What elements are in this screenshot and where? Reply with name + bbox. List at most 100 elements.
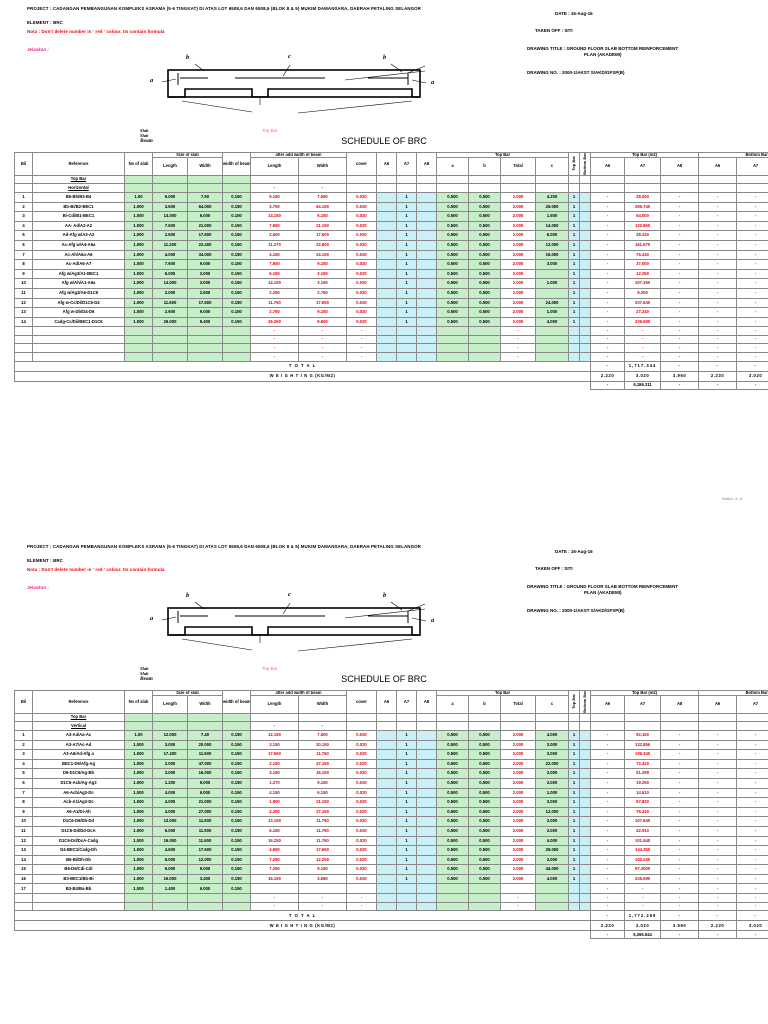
cell-tb-a6: - xyxy=(590,739,626,751)
table-row[interactable]: 10 Afg w/Ah/A1-A6a 1.000 14.000 3.000 0.150 14… xyxy=(14,278,768,289)
cell-cover: 0.020 xyxy=(346,287,378,299)
table-row[interactable]: 2 Bb-Bi/B2-BEC1 1.000 3.600 64.000 0.150 3.750… xyxy=(14,201,768,213)
table-row-empty[interactable]: ---------- xyxy=(14,901,768,912)
table-row[interactable]: 1 B6-Bb/B3-B4 1.00 6.000 7.50 0.150 6.150 7.650… xyxy=(14,191,768,203)
table-row[interactable]: 8 Acb-A1/Ag3-Dc 1.000 4.000 21.000 0.150 1.900… xyxy=(14,797,768,808)
cell-top-bar-flag: 1 xyxy=(568,287,581,299)
cell-width-of-beam: 0.150 xyxy=(222,316,251,328)
table-row[interactable]: 8 Ac-Ad/A6-A7 1.000 7.600 9.000 0.150 7.600 9.1… xyxy=(14,259,768,270)
cell-after-length: 2.250 xyxy=(250,287,299,299)
table-row[interactable]: 1 A3-A4/Aa-Ac 1.00 12.000 7.40 0.150 12.150 7.6… xyxy=(14,729,768,741)
table-row[interactable]: 14 B6-Bi/Dh-Db 1.000 6.000 12.000 0.150 7.250 1… xyxy=(14,854,768,866)
cell-width: 9.000 xyxy=(187,307,223,318)
table-row[interactable]: 12 D1C6-Dd/DcA-Cadg 1.000 16.000 11.600 0.150… xyxy=(14,835,768,847)
table-row[interactable]: 9 A6-A1/Di-Ah 1.000 4.000 27.000 0.150 4.200 27… xyxy=(14,806,768,818)
orient-pad-5 xyxy=(222,721,251,731)
cell-tb-a6: - xyxy=(590,230,626,241)
table-row[interactable]: 10 D1C6-D6/Db-Dd 1.000 13.000 11.600 0.150 13.… xyxy=(14,816,768,827)
cell-total: 2.000 xyxy=(500,729,537,741)
cell-bb-a6: - xyxy=(698,883,738,895)
empty-cell-8: - xyxy=(346,334,378,345)
cell-total: 2.000 xyxy=(500,287,537,299)
table-row[interactable]: 5 Ad-Afg w/A3-A2 1.000 2.600 17.600 0.150 2.60… xyxy=(14,230,768,241)
cell-top-bar-flag: 1 xyxy=(568,777,581,789)
table-row[interactable]: 9 Afg w/Ag3/A1-BEC1 1.000 6.000 3.000 0.150 6.… xyxy=(14,268,768,280)
th-no-of-slab: No of slab xyxy=(124,152,153,176)
cell-after-width: 11.760 xyxy=(297,816,348,827)
table-row[interactable]: 6 D1C6-Acb/Ag-Ag3 1.000 1.200 9.000 0.150 1.27… xyxy=(14,777,768,789)
cell-after-length: 14.150 xyxy=(250,278,299,289)
cell-a6 xyxy=(376,297,398,309)
cell-no-of-slab: 1.000 xyxy=(124,287,153,299)
cell-after-length: 16.150 xyxy=(250,873,299,885)
table-row[interactable]: 12 Afg w-Cc/Di/D1C6-D4 1.000 11.600 17.500 0.… xyxy=(14,297,768,309)
cell-bottom-bar-flag xyxy=(579,854,592,866)
cell-a8 xyxy=(416,316,438,328)
diagram-label-b-left-2: b xyxy=(186,592,190,599)
table-row[interactable]: 16 B3-BEC1/Bb-Bi 1.000 16.000 3.400 0.150 16.1… xyxy=(14,873,768,885)
cell-length: 2.000 xyxy=(152,758,188,770)
cell-bb-a7: - xyxy=(736,845,768,856)
table-row[interactable]: 4 AA- Ad/A2-A2 1.000 7.600 21.000 0.150 7.650 2… xyxy=(14,220,768,232)
cell-cover: 0.020 xyxy=(346,729,378,741)
cell-tb-a8: - xyxy=(660,287,700,299)
cell-after-width: 9.150 xyxy=(297,864,348,875)
cell-tb-a7: 57.820 xyxy=(624,797,662,808)
cell-reference: A3-A4/Aa-Ac xyxy=(32,729,125,741)
table-row[interactable]: 4 BEC1-D6/Afg-Ag 1.000 2.000 47.000 0.150 2.15… xyxy=(14,758,768,770)
table-row[interactable]: 3 Bi-Cdi/B1-BEC1 1.000 14.000 6.000 0.150 14.1… xyxy=(14,211,768,222)
table-row[interactable]: 7 Ac-Ah/A6a-A6 1.000 4.000 34.000 0.150 4.150 3… xyxy=(14,249,768,261)
table-row-empty[interactable]: ---------- xyxy=(14,343,768,354)
project-text: CADANGAN PEMBANGUNAN KOMPLEKS ASRAMA (5-… xyxy=(52,6,421,11)
table-row[interactable]: 6 Ac-Afg w/A4-A6a 1.000 11.200 22.400 0.150 11… xyxy=(14,239,768,251)
table-row[interactable]: 3 A3-A6/Ad-Afg a 1.000 17.400 11.600 0.150 17.… xyxy=(14,749,768,760)
cell-reference: Afg w/Ag3/A6-D1C6 xyxy=(32,287,125,299)
empty-cell-4 xyxy=(187,893,223,903)
cell-length: 14.000 xyxy=(152,211,188,222)
cell-a8 xyxy=(416,845,438,856)
cell-top-bar-flag: 1 xyxy=(568,835,581,847)
cell-bb-a6: - xyxy=(698,287,738,299)
table-row-empty[interactable]: ---------- xyxy=(14,326,768,336)
empty-cell-17 xyxy=(579,893,592,903)
cell-width-of-beam: 0.150 xyxy=(222,268,251,280)
table-row-empty[interactable]: ---------- xyxy=(14,352,768,362)
brc-schedule-table-1: Bil Reference No of slab Size of slab wi… xyxy=(13,151,768,390)
cell-tb-a8: - xyxy=(660,249,700,261)
group-pad-12 xyxy=(436,712,470,723)
th-a6-2: A6 xyxy=(376,690,398,714)
orient-pad-20 xyxy=(660,183,700,193)
cell-bil: 14 xyxy=(14,854,33,866)
table-row[interactable]: 11 Afg w/Ag3/A6-D1C6 1.000 2.000 2.600 0.150 2… xyxy=(14,287,768,299)
cell-c: 3.000 xyxy=(535,739,570,751)
cell-cover: 0.020 xyxy=(346,316,378,328)
table-row[interactable]: 2 A3-A7/Ac-Ad 1.000 3.000 20.000 0.150 3.150 20… xyxy=(14,739,768,751)
table-row[interactable]: 11 D1C6-Dd/Dd-DcA 1.000 6.000 11.500 0.150 6.1… xyxy=(14,825,768,837)
cell-reference: Afg w/Ag3/A1-BEC1 xyxy=(32,268,125,280)
cell-a7: 1 xyxy=(396,797,418,808)
table-row[interactable]: 7 A6-Acb/Ag3-Dc 1.000 4.000 6.000 0.150 4.150 6… xyxy=(14,787,768,799)
table-row-empty[interactable]: ---------- xyxy=(14,334,768,345)
cell-width: 64.000 xyxy=(187,201,223,213)
group-pad-8 xyxy=(346,712,378,723)
cell-after-length: 3.150 xyxy=(250,739,299,751)
cell-c: 29.000 xyxy=(535,845,570,856)
cell-a6 xyxy=(376,201,398,213)
empty-cell-20: - xyxy=(660,893,700,903)
cell-a7: 1 xyxy=(396,835,418,847)
cell-length: 6.000 xyxy=(152,864,188,875)
table-row[interactable]: 5 D6-D1C6/Ag-Bb 1.000 3.000 16.000 0.150 3.150… xyxy=(14,768,768,779)
table-row-empty[interactable]: ---------- xyxy=(14,893,768,903)
group-pad-15 xyxy=(535,174,570,185)
cell-a6 xyxy=(376,883,398,895)
weighting-tb-a6: 2.220 xyxy=(590,920,626,932)
table-row[interactable]: 13 Afg w-Db/D4-D6 1.000 2.600 9.000 0.150 2.76… xyxy=(14,307,768,318)
cell-after-width: 2.760 xyxy=(297,287,348,299)
table-row[interactable]: 14 Cadg-Cc/Dii/BEC1-D1C6 1.000 26.000 9.400 0… xyxy=(14,316,768,328)
empty-cell-11 xyxy=(416,326,438,336)
table-row[interactable]: 13 D4-BEC1/Cadg-Dh 1.000 4.600 17.600 0.150 4.… xyxy=(14,845,768,856)
th-bottom-bar-v-text-2: Bottom Bar xyxy=(581,691,587,713)
cell-reference: Bb-Bi/B2-BEC1 xyxy=(32,201,125,213)
table-row[interactable]: 15 B6-D6/Cdi-Cdi 1.000 6.000 9.000 0.150 7.250… xyxy=(14,864,768,875)
